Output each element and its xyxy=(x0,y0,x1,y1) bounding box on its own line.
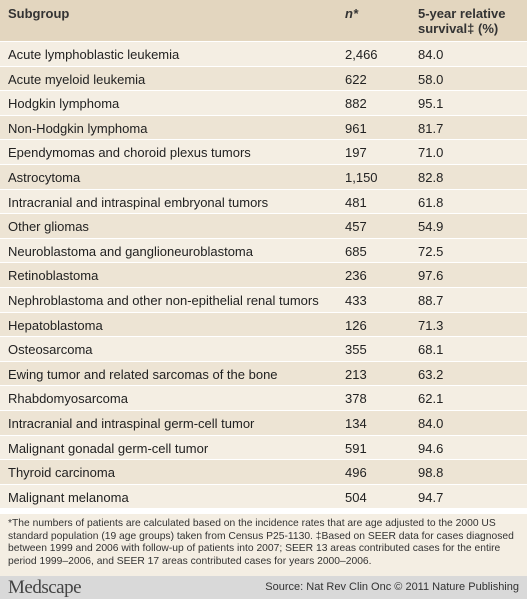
table-row: Hepatoblastoma 126 71.3 xyxy=(0,312,527,338)
table-cell: 481 xyxy=(345,194,367,210)
table-cell: Intracranial and intraspinal embryonal t… xyxy=(8,194,269,210)
table-cell: Nephroblastoma and other non-epithelial … xyxy=(8,292,319,308)
table-row: Nephroblastoma and other non-epithelial … xyxy=(0,287,527,313)
table-cell: 1,150 xyxy=(345,169,378,185)
table-row: Intracranial and intraspinal embryonal t… xyxy=(0,189,527,215)
table-cell: 961 xyxy=(345,120,367,136)
table-cell: 68.1 xyxy=(418,342,444,358)
table-cell: Osteosarcoma xyxy=(8,342,93,358)
footnote-area: *The numbers of patients are calculated … xyxy=(0,514,527,576)
table-cell: 496 xyxy=(345,465,367,481)
table-row: Astrocytoma 1,150 82.8 xyxy=(0,164,527,190)
table-cell: 591 xyxy=(345,440,367,456)
footnote: *The numbers of patients are calculated … xyxy=(8,518,514,567)
table-cell: 71.0 xyxy=(418,145,444,161)
table-row: Malignant melanoma 504 94.7 xyxy=(0,484,527,510)
table-row: Non-Hodgkin lymphoma 961 81.7 xyxy=(0,115,527,141)
table-cell: Malignant melanoma xyxy=(8,489,129,505)
table-cell: Intracranial and intraspinal germ-cell t… xyxy=(8,415,255,431)
table-cell: 84.0 xyxy=(418,415,444,431)
table-cell: Malignant gonadal germ-cell tumor xyxy=(8,440,209,456)
source: Source: Nat Rev Clin Onc © 2011 Nature P… xyxy=(265,581,519,593)
table-row: Hodgkin lymphoma 882 95.1 xyxy=(0,91,527,116)
table-cell: 61.8 xyxy=(418,194,444,210)
table-row: Ependymomas and choroid plexus tumors 197… xyxy=(0,140,527,165)
table-row: Acute lymphoblastic leukemia 2,466 84.0 xyxy=(0,42,527,67)
table-cell: Hodgkin lymphoma xyxy=(8,96,120,112)
table-cell: 197 xyxy=(345,145,367,161)
header-cell: n* xyxy=(345,6,358,21)
table-cell: 58.0 xyxy=(418,71,444,87)
table-cell: Acute lymphoblastic leukemia xyxy=(8,47,180,62)
table-row: Rhabdomyosarcoma 378 62.1 xyxy=(0,386,527,411)
table-cell: 54.9 xyxy=(418,219,444,235)
table-row: Acute myeloid leukemia 622 58.0 xyxy=(0,66,527,92)
table-cell: 94.7 xyxy=(418,489,444,505)
table-cell: Thyroid carcinoma xyxy=(8,465,115,481)
table-cell: Retinoblastoma xyxy=(8,268,99,284)
table-cell: Hepatoblastoma xyxy=(8,317,103,333)
table-cell: 126 xyxy=(345,317,367,333)
table-cell: 622 xyxy=(345,71,367,87)
table-cell: 81.7 xyxy=(418,120,444,136)
table-row: Retinoblastoma 236 97.6 xyxy=(0,263,527,288)
table-cell: Ewing tumor and related sarcomas of the … xyxy=(8,366,278,382)
table-cell: Astrocytoma xyxy=(8,169,81,185)
table-cell: 71.3 xyxy=(418,317,444,333)
table-cell: 355 xyxy=(345,342,367,358)
table-cell: 2,466 xyxy=(345,47,378,62)
table-cell: 433 xyxy=(345,292,367,308)
table-cell: 457 xyxy=(345,219,367,235)
table-cell: 97.6 xyxy=(418,268,444,284)
table-row: Intracranial and intraspinal germ-cell t… xyxy=(0,410,527,436)
table-cell: 882 xyxy=(345,96,367,112)
table-cell: 213 xyxy=(345,366,367,382)
table-cell: 95.1 xyxy=(418,96,444,112)
table-cell: Neuroblastoma and ganglioneuroblastoma xyxy=(8,243,253,259)
table-cell: Non-Hodgkin lymphoma xyxy=(8,120,148,136)
header-cell: Subgroup xyxy=(8,6,70,21)
table-row: Osteosarcoma 355 68.1 xyxy=(0,337,527,362)
table-cell: Other gliomas xyxy=(8,219,89,235)
header-cell: 5-year relative survival‡ (%) xyxy=(418,6,506,36)
table-header: Subgroup n* 5-year relative survival‡ (%… xyxy=(0,0,527,41)
table-cell: 98.8 xyxy=(418,465,444,481)
table-cell: 94.6 xyxy=(418,440,444,456)
table-cell: 134 xyxy=(345,415,367,431)
table-cell: 88.7 xyxy=(418,292,444,308)
table-row: Neuroblastoma and ganglioneuroblastoma 68… xyxy=(0,238,527,264)
table-cell: 72.5 xyxy=(418,243,444,259)
table-cell: 685 xyxy=(345,243,367,259)
table-cell: 236 xyxy=(345,268,367,284)
table-row: Other gliomas 457 54.9 xyxy=(0,214,527,239)
table-cell: 378 xyxy=(345,391,367,407)
footer-bar: Medscape Source: Nat Rev Clin Onc © 2011… xyxy=(0,576,527,599)
table-cell: 63.2 xyxy=(418,366,444,382)
table-cell: 62.1 xyxy=(418,391,444,407)
logo: Medscape xyxy=(8,577,82,598)
table-cell: Acute myeloid leukemia xyxy=(8,71,146,87)
table-cell: Rhabdomyosarcoma xyxy=(8,391,128,407)
table-body: Acute lymphoblastic leukemia 2,466 84.0 Acu… xyxy=(0,42,527,510)
table-row: Malignant gonadal germ-cell tumor 591 94.6 xyxy=(0,435,527,461)
table-row: Ewing tumor and related sarcomas of the … xyxy=(0,361,527,387)
table-cell: Ependymomas and choroid plexus tumors xyxy=(8,145,251,161)
table-cell: 82.8 xyxy=(418,169,444,185)
table-cell: 504 xyxy=(345,489,367,505)
table-cell: 84.0 xyxy=(418,47,444,62)
table-row: Thyroid carcinoma 496 98.8 xyxy=(0,460,527,485)
